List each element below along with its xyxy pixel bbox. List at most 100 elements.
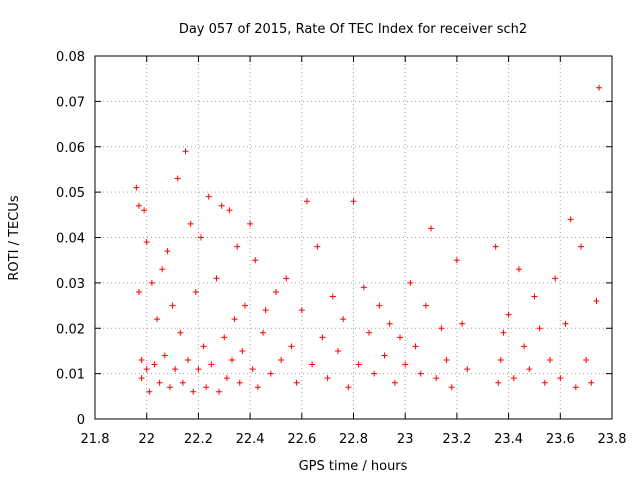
data-point [464, 366, 471, 373]
data-point [151, 361, 158, 368]
data-point [345, 384, 352, 391]
data-point [141, 207, 148, 214]
data-point [213, 275, 220, 282]
data-point [190, 388, 197, 395]
data-point [293, 379, 300, 386]
data-point [135, 288, 142, 295]
data-point [288, 343, 295, 350]
data-point [355, 361, 362, 368]
data-point [143, 239, 150, 246]
data-point [562, 320, 569, 327]
data-point [159, 266, 166, 273]
data-point [143, 366, 150, 373]
y-tick-label: 0.08 [56, 50, 85, 65]
data-point [247, 220, 254, 227]
data-point [557, 375, 564, 382]
data-point [459, 320, 466, 327]
data-point [283, 275, 290, 282]
data-point [138, 357, 145, 364]
data-point [229, 357, 236, 364]
data-point [164, 248, 171, 255]
data-point [200, 343, 207, 350]
data-point [596, 84, 603, 91]
data-point [433, 375, 440, 382]
data-point [417, 370, 424, 377]
data-point [192, 288, 199, 295]
data-point [422, 302, 429, 309]
data-point [156, 379, 163, 386]
y-axis-label: ROTI / TECUs [7, 195, 22, 280]
data-point [541, 379, 548, 386]
data-point [231, 316, 238, 323]
data-point [138, 375, 145, 382]
data-point [371, 370, 378, 377]
x-tick-label: 22.6 [287, 432, 316, 447]
data-point [174, 175, 181, 182]
data-point [583, 357, 590, 364]
data-point [195, 366, 202, 373]
data-point [397, 334, 404, 341]
data-point [492, 243, 499, 250]
y-tick-label: 0.04 [56, 232, 85, 247]
data-point [205, 193, 212, 200]
x-tick-label: 23.8 [598, 432, 627, 447]
x-tick-label: 22 [138, 432, 155, 447]
x-tick-label: 22.4 [236, 432, 265, 447]
data-point [381, 352, 388, 359]
data-point [438, 325, 445, 332]
data-point [334, 347, 341, 354]
data-point [510, 375, 517, 382]
data-point [376, 302, 383, 309]
data-point [187, 220, 194, 227]
data-point [185, 357, 192, 364]
x-axis-label: GPS time / hours [299, 459, 408, 474]
y-tick-label: 0.01 [56, 368, 85, 383]
data-point [314, 243, 321, 250]
data-point [531, 293, 538, 300]
data-point [366, 329, 373, 336]
x-tick-label: 23.4 [494, 432, 523, 447]
data-point [567, 216, 574, 223]
data-point [572, 384, 579, 391]
data-point [428, 225, 435, 232]
data-point [254, 384, 261, 391]
data-point [443, 357, 450, 364]
y-tick-label: 0 [77, 413, 85, 428]
data-point [252, 257, 259, 264]
data-point [249, 366, 256, 373]
data-point [495, 379, 502, 386]
data-point [239, 347, 246, 354]
data-point [324, 375, 331, 382]
data-point [161, 352, 168, 359]
data-point [208, 361, 215, 368]
y-tick-label: 0.03 [56, 277, 85, 292]
data-point [135, 202, 142, 209]
data-point [241, 302, 248, 309]
data-point [169, 302, 176, 309]
data-point [154, 316, 161, 323]
data-point [223, 375, 230, 382]
data-point [329, 293, 336, 300]
data-point [552, 275, 559, 282]
data-point [546, 357, 553, 364]
data-point [133, 184, 140, 191]
data-point [497, 357, 504, 364]
data-point [303, 198, 310, 205]
x-tick-label: 22.8 [339, 432, 368, 447]
data-point [262, 307, 269, 314]
data-point [391, 379, 398, 386]
data-point [412, 343, 419, 350]
data-point [360, 284, 367, 291]
y-tick-label: 0.05 [56, 186, 85, 201]
data-point [500, 329, 507, 336]
data-point [267, 370, 274, 377]
data-point [148, 279, 155, 286]
y-axis-ticks: 0 0.01 0.02 0.03 0.04 0.05 0.06 0.07 0.08 [56, 50, 612, 428]
x-axis-ticks: 21.8 22 22.2 22.4 22.6 22.8 23 23.2 23.4 23.6 23.8 [81, 56, 627, 447]
data-point [260, 329, 267, 336]
data-point [577, 243, 584, 250]
x-tick-label: 21.8 [81, 432, 110, 447]
data-point [203, 384, 210, 391]
data-point [521, 343, 528, 350]
